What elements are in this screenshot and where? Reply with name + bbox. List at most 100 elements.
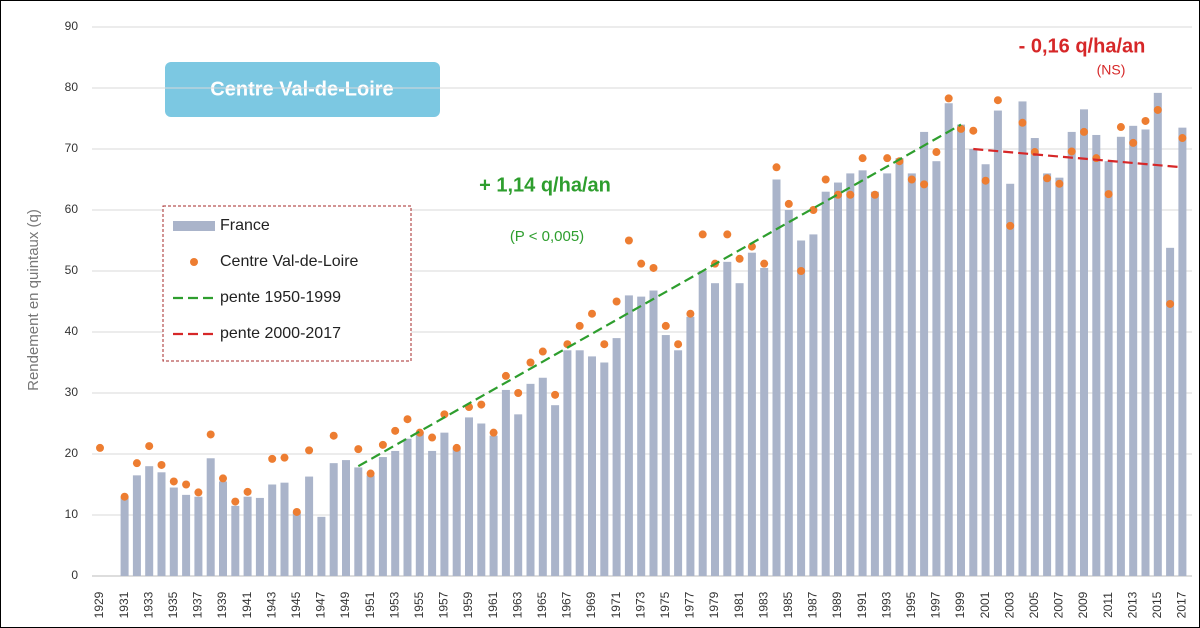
x-tick-label: 1971 bbox=[609, 591, 623, 618]
dot bbox=[760, 259, 769, 268]
dot bbox=[624, 236, 633, 245]
x-tick-label: 1939 bbox=[215, 591, 229, 618]
dot bbox=[883, 154, 892, 163]
dot bbox=[772, 163, 781, 172]
bar bbox=[378, 457, 387, 576]
dot bbox=[169, 477, 178, 486]
legend-swatch bbox=[190, 258, 198, 266]
bar bbox=[674, 350, 683, 576]
bar bbox=[169, 487, 178, 576]
x-tick-label: 1997 bbox=[929, 591, 943, 618]
bar bbox=[514, 414, 523, 576]
x-tick-label: 1953 bbox=[387, 591, 401, 618]
bar bbox=[1153, 92, 1162, 576]
bar bbox=[1018, 101, 1027, 577]
x-tick-label: 1933 bbox=[141, 591, 155, 618]
dot bbox=[1043, 174, 1052, 183]
dot bbox=[957, 124, 965, 133]
x-tick-label: 1975 bbox=[658, 591, 672, 618]
bar bbox=[403, 438, 412, 576]
x-tick-label: 2013 bbox=[1125, 591, 1139, 618]
y-axis-label: Rendement en quintaux (q) bbox=[25, 209, 42, 391]
dot bbox=[182, 480, 191, 489]
legend-swatch bbox=[173, 221, 215, 231]
dot bbox=[96, 443, 104, 452]
x-tick-label: 2003 bbox=[1002, 591, 1016, 618]
dot bbox=[858, 154, 867, 163]
bar bbox=[624, 295, 633, 576]
bar bbox=[255, 497, 264, 576]
bar bbox=[1055, 177, 1064, 577]
x-tick-label: 1967 bbox=[560, 591, 574, 618]
bar bbox=[1030, 138, 1039, 576]
x-tick-label: 1987 bbox=[806, 591, 820, 618]
y-tick-label: 70 bbox=[65, 141, 79, 155]
dot bbox=[870, 190, 879, 199]
bar bbox=[944, 103, 953, 576]
bar bbox=[1092, 134, 1101, 576]
y-tick-label: 80 bbox=[65, 80, 79, 94]
bar bbox=[821, 191, 830, 576]
x-tick-label: 1941 bbox=[240, 591, 254, 618]
x-tick-label: 1931 bbox=[117, 591, 131, 618]
x-tick-label: 2001 bbox=[978, 591, 992, 618]
dot bbox=[1055, 179, 1064, 188]
bar bbox=[501, 389, 510, 576]
bar bbox=[932, 161, 941, 576]
dot bbox=[194, 488, 203, 497]
dot bbox=[920, 180, 929, 189]
annotation: + 1,14 q/ha/an bbox=[479, 174, 611, 196]
bar bbox=[415, 432, 424, 576]
dot bbox=[1141, 116, 1150, 125]
x-tick-label: 2005 bbox=[1027, 591, 1041, 618]
x-tick-label: 1989 bbox=[830, 591, 844, 618]
bar bbox=[637, 296, 646, 576]
legend-label: France bbox=[220, 217, 270, 234]
x-tick-label: 1959 bbox=[461, 591, 475, 618]
dot bbox=[1006, 221, 1015, 230]
x-tick-label: 1977 bbox=[683, 591, 697, 618]
x-tick-label: 1993 bbox=[879, 591, 893, 618]
bar bbox=[784, 210, 793, 576]
dot bbox=[821, 175, 830, 184]
dot bbox=[649, 263, 658, 272]
annotation: (NS) bbox=[1097, 62, 1126, 78]
bar bbox=[1129, 125, 1138, 576]
dot bbox=[1116, 123, 1125, 132]
dot bbox=[440, 410, 449, 419]
dot bbox=[846, 190, 855, 199]
dot bbox=[575, 321, 584, 330]
dot bbox=[280, 453, 289, 462]
bar bbox=[280, 482, 289, 576]
bar bbox=[907, 173, 916, 576]
dot bbox=[538, 347, 547, 356]
dot bbox=[907, 175, 916, 184]
bar bbox=[182, 494, 191, 576]
bar bbox=[809, 234, 818, 576]
dot bbox=[661, 321, 670, 330]
x-tick-label: 1969 bbox=[584, 591, 598, 618]
x-tick-label: 1929 bbox=[92, 591, 106, 618]
bar bbox=[231, 505, 240, 576]
dot bbox=[243, 487, 252, 496]
dot bbox=[735, 254, 744, 263]
legend-label: pente 1950-1999 bbox=[220, 289, 341, 306]
bar bbox=[957, 124, 965, 576]
bar bbox=[132, 475, 141, 576]
dot bbox=[674, 340, 683, 349]
bar bbox=[120, 496, 129, 576]
x-tick-label: 1955 bbox=[412, 591, 426, 618]
title-box bbox=[165, 62, 440, 117]
annotation: (P < 0,005) bbox=[510, 228, 584, 245]
dot bbox=[588, 309, 596, 318]
bar bbox=[342, 460, 350, 576]
dot bbox=[354, 445, 363, 454]
dot bbox=[1166, 299, 1175, 308]
bar bbox=[920, 131, 929, 577]
bar bbox=[1141, 129, 1150, 577]
y-tick-label: 20 bbox=[65, 446, 79, 460]
x-tick-label: 1999 bbox=[953, 591, 967, 618]
dot bbox=[132, 459, 141, 468]
bar bbox=[1166, 247, 1175, 576]
